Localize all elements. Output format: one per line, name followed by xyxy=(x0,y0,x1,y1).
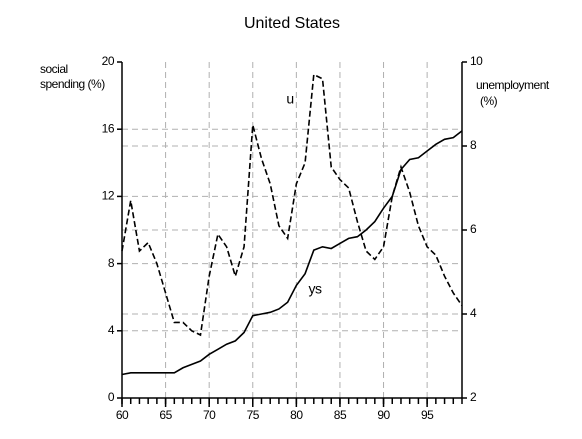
y-tick-label: 4 xyxy=(108,323,115,337)
line-series xyxy=(121,130,463,376)
series-label: ys xyxy=(309,281,323,297)
y-axis-label: social xyxy=(40,62,68,76)
x-tick-label: 75 xyxy=(247,408,260,422)
y2-tick-label: 8 xyxy=(470,138,477,152)
x-tick-label: 95 xyxy=(421,408,434,422)
x-tick-label: 90 xyxy=(377,408,390,422)
y-tick-label: 16 xyxy=(102,121,115,135)
x-tick-label: 85 xyxy=(334,408,347,422)
y-tick-label: 20 xyxy=(102,54,115,68)
y-tick-label: 12 xyxy=(102,189,115,203)
y2-tick-label: 2 xyxy=(470,390,477,404)
y2-axis-label: unemployment xyxy=(476,78,550,92)
x-tick-label: 80 xyxy=(290,408,303,422)
x-tick-label: 70 xyxy=(203,408,216,422)
y2-tick-label: 10 xyxy=(470,54,483,68)
y2-axis-label: (%) xyxy=(480,94,498,108)
line-series xyxy=(121,73,463,337)
y-tick-label: 8 xyxy=(108,256,115,270)
y2-tick-label: 6 xyxy=(470,222,477,236)
chart-title: United States xyxy=(244,15,340,32)
y-axis-label: spending (%) xyxy=(40,77,105,91)
x-tick-label: 60 xyxy=(116,408,129,422)
series-label: u xyxy=(286,91,293,107)
y-tick-label: 0 xyxy=(108,390,115,404)
x-tick-label: 65 xyxy=(159,408,172,422)
y2-tick-label: 4 xyxy=(470,306,477,320)
